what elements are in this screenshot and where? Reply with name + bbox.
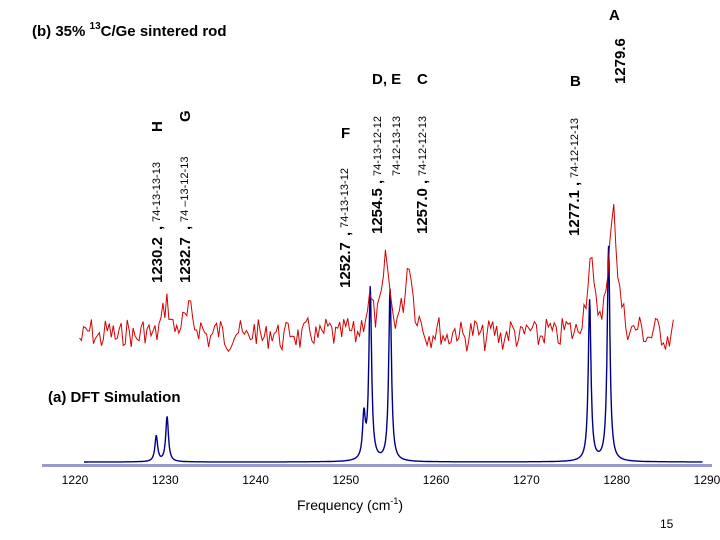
x-tick-label: 1250 bbox=[333, 473, 360, 487]
peak-label-B-letter: B bbox=[570, 73, 581, 90]
peak-label-H-comma: , bbox=[149, 226, 166, 230]
x-tick-label: 1270 bbox=[513, 473, 540, 487]
x-tick-label: 1230 bbox=[152, 473, 179, 487]
peak-label-F-freq: 1252.7 bbox=[337, 242, 354, 288]
peak-label-DE-freq: 1254.5 bbox=[369, 188, 386, 234]
peak-label-C-letter: C bbox=[417, 71, 428, 88]
chart-title-a: (a) DFT Simulation bbox=[48, 389, 181, 406]
peak-label-G-freq: 1232.7 bbox=[177, 237, 194, 283]
peak-label-C-freq: 1257.0 bbox=[414, 188, 431, 234]
peak-label-C-comma: , bbox=[414, 180, 431, 184]
peak-label-F-letter: F bbox=[341, 125, 350, 142]
x-tick-label: 1280 bbox=[603, 473, 630, 487]
peak-label-G-iso: 74 –13-12-13 bbox=[179, 157, 191, 222]
x-axis-ticks: 1220 1230 1240 1250 1260 1270 1280 1290 bbox=[62, 473, 720, 487]
peak-label-DE-comma: , bbox=[369, 180, 386, 184]
peak-label-B-comma: , bbox=[566, 182, 583, 186]
exp-series bbox=[79, 204, 674, 353]
peak-label-DE-iso: 74-13-12-12 bbox=[372, 116, 384, 176]
peak-label-H-iso: 74-13-13-13 bbox=[151, 162, 163, 222]
x-axis-line bbox=[42, 464, 712, 467]
peak-label-B-freq: 1277.1 bbox=[566, 190, 583, 236]
exp-series-line bbox=[79, 204, 674, 353]
peak-label-H-letter: H bbox=[149, 121, 166, 132]
peak-label-C-iso: 74-12-12-13 bbox=[417, 116, 429, 176]
x-tick-label: 1240 bbox=[242, 473, 269, 487]
x-tick-label: 1220 bbox=[62, 473, 89, 487]
peak-label-B-iso: 74-12-12-13 bbox=[569, 118, 581, 178]
peak-label-A-freq: 1279.6 bbox=[612, 38, 629, 84]
peak-label-DE-letter: D, E bbox=[372, 71, 401, 88]
peak-label-F-comma: , bbox=[337, 232, 354, 236]
chart-title-b: (b) 35% 13C/Ge sintered rod bbox=[32, 21, 227, 40]
x-tick-label: 1290 bbox=[694, 473, 720, 487]
page-number: 15 bbox=[660, 517, 674, 531]
peak-label-G-letter: G bbox=[177, 110, 194, 122]
peak-label-DE-iso2: 74-12-13-13 bbox=[391, 116, 403, 176]
peak-label-F-iso: 74-13-13-12 bbox=[339, 168, 351, 228]
x-tick-label: 1260 bbox=[423, 473, 450, 487]
x-axis-label: Frequency (cm-1) bbox=[297, 496, 403, 513]
peak-label-G-comma: , bbox=[177, 226, 194, 230]
dft-series-line bbox=[84, 245, 703, 463]
dft-series bbox=[84, 245, 703, 463]
peak-label-H-freq: 1230.2 bbox=[149, 237, 166, 283]
peak-label-A-letter: A bbox=[609, 7, 620, 24]
